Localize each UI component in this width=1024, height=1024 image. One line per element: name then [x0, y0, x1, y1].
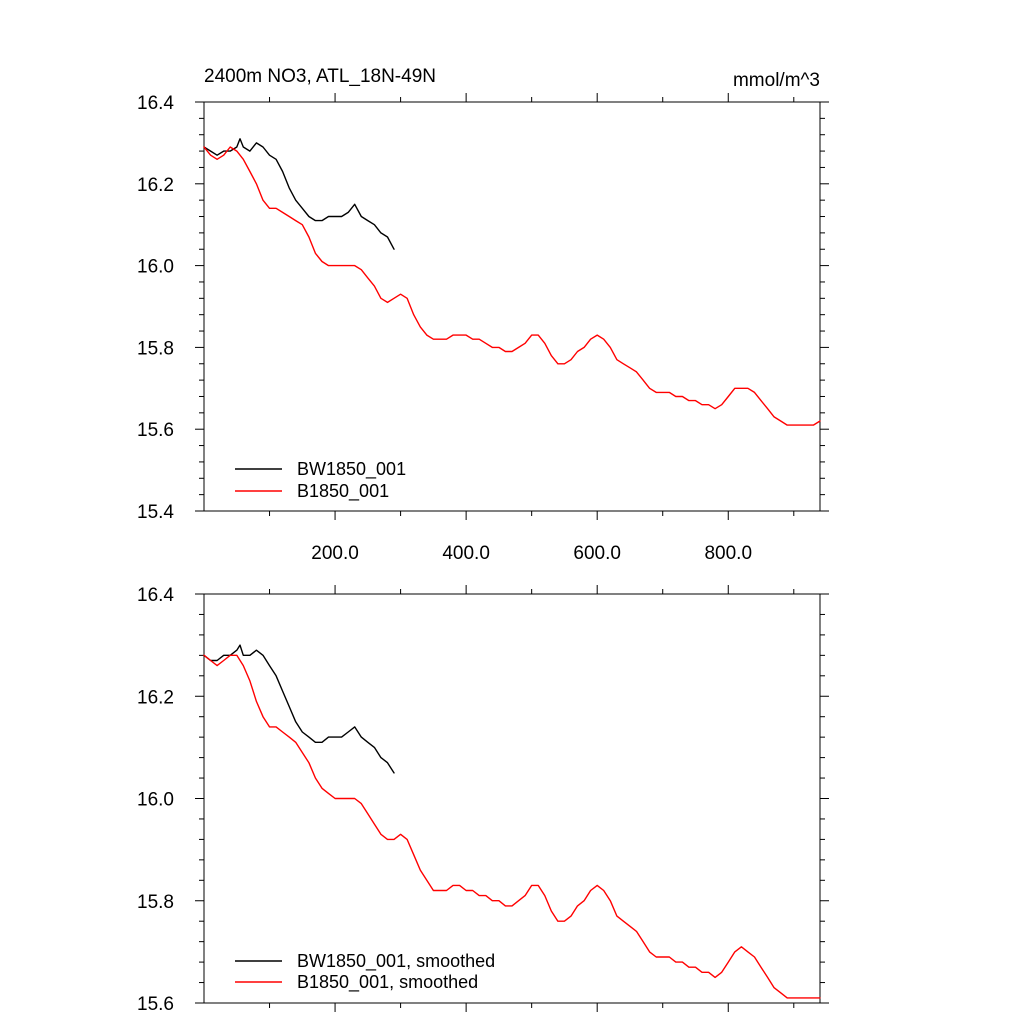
chart-title: 2400m NO3, ATL_18N-49N [204, 66, 436, 87]
legend-label-b1850: B1850_001 [297, 481, 389, 502]
legend-label-b1850-smoothed: B1850_001, smoothed [297, 972, 478, 993]
y-tick-label: 16.0 [137, 257, 174, 278]
series-line-b1850-001 [203, 146, 821, 426]
ticks-top [195, 93, 829, 520]
legend-top: BW1850_001 B1850_001 [235, 459, 406, 502]
series-lines-bottom [203, 644, 821, 999]
series-line-bw1850-001-smoothed [203, 644, 395, 774]
x-tick-label: 600.0 [573, 543, 621, 564]
y-tick-label: 16.2 [137, 687, 174, 708]
legend-label-bw1850: BW1850_001 [297, 459, 406, 480]
y-tick-labels-top: 15.4 15.6 15.8 16.0 16.2 16.4 [137, 93, 174, 523]
units-label: mmol/m^3 [733, 70, 820, 91]
y-tick-label: 16.0 [137, 790, 174, 811]
y-tick-label: 15.6 [137, 420, 174, 441]
plot-frame-bottom [203, 593, 821, 1004]
legend-bottom: BW1850_001, smoothed B1850_001, smoothed [235, 951, 495, 993]
x-tick-label: 200.0 [311, 543, 359, 564]
y-tick-label: 15.6 [137, 994, 174, 1015]
plot-frame-top [203, 101, 821, 512]
y-tick-label: 16.4 [137, 93, 174, 114]
y-tick-label: 15.8 [137, 892, 174, 913]
panel-bottom: 15.6 15.8 16.0 16.2 16.4 BW1850_001, smoothe… [137, 585, 829, 1015]
x-tick-labels-top: 200.0 400.0 600.0 800.0 [311, 543, 752, 564]
x-tick-label: 800.0 [704, 543, 752, 564]
ticks-bottom [195, 585, 829, 1012]
legend-label-bw1850-smoothed: BW1850_001, smoothed [297, 951, 495, 972]
series-line-bw1850-001 [203, 138, 395, 250]
y-tick-label: 16.2 [137, 175, 174, 196]
x-tick-label: 400.0 [442, 543, 490, 564]
y-tick-label: 15.8 [137, 338, 174, 359]
series-line-b1850-001-smoothed [203, 654, 821, 999]
panel-top: 2400m NO3, ATL_18N-49N mmol/m^3 15.4 15.6… [137, 66, 829, 564]
y-tick-labels-bottom: 15.6 15.8 16.0 16.2 16.4 [137, 585, 174, 1015]
series-lines-top [203, 138, 821, 426]
y-tick-label: 16.4 [137, 585, 174, 606]
y-tick-label: 15.4 [137, 502, 174, 523]
